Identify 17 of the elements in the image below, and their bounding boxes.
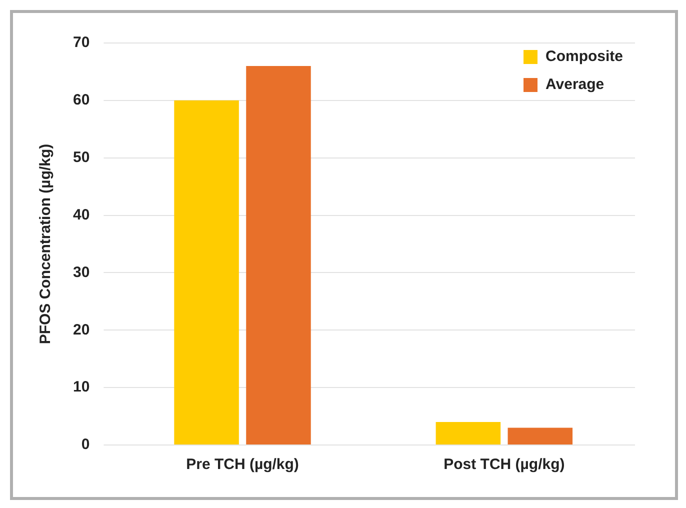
y-tick-label: 20 xyxy=(72,321,90,338)
y-tick-label: 40 xyxy=(72,206,90,224)
y-tick-label: 30 xyxy=(72,264,90,281)
y-tick-label: 10 xyxy=(72,378,90,396)
legend-label: Average xyxy=(545,76,604,94)
x-tick-label: Pre TCH (µg/kg) xyxy=(186,456,299,474)
y-tick-label: 0 xyxy=(81,436,90,454)
bar xyxy=(174,100,239,444)
y-axis-title: PFOS Concentration (µg/kg) xyxy=(37,144,54,344)
bar xyxy=(436,422,501,444)
legend-label: Composite xyxy=(545,48,624,66)
x-tick-label: Post TCH (µg/kg) xyxy=(444,456,565,474)
y-tick-label: 60 xyxy=(72,92,90,109)
bar xyxy=(508,428,573,444)
y-tick-label: 50 xyxy=(72,149,90,166)
y-tick-label: 70 xyxy=(72,34,90,52)
bar xyxy=(246,66,311,444)
